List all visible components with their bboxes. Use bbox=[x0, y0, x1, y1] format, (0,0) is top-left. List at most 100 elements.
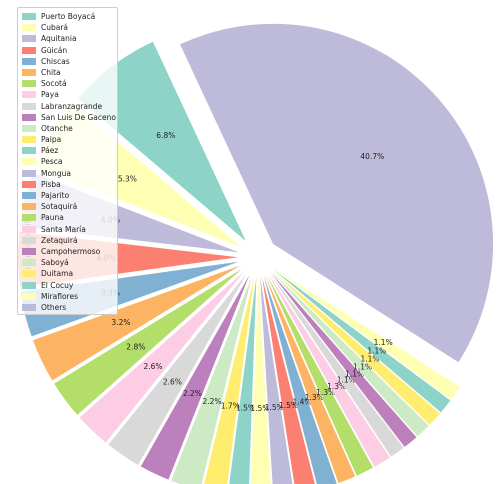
pie-slice-pisba bbox=[262, 276, 315, 484]
legend-label: Paya bbox=[41, 90, 59, 100]
legend-label: Pesca bbox=[41, 157, 63, 167]
legend-label: Paipa bbox=[41, 135, 62, 145]
legend-label: Socotá bbox=[41, 79, 67, 89]
slice-value-label: 1.1% bbox=[367, 347, 386, 356]
legend-item: Santa María bbox=[22, 224, 117, 235]
legend-item: Mongua bbox=[22, 168, 117, 179]
legend-label: Duitama bbox=[41, 269, 74, 279]
legend-swatch bbox=[22, 158, 36, 166]
legend-swatch bbox=[22, 13, 36, 20]
legend-swatch bbox=[22, 124, 36, 132]
slice-value-label: 1.4% bbox=[293, 397, 312, 406]
legend-swatch bbox=[22, 91, 36, 99]
legend-item: Pisba bbox=[22, 179, 117, 190]
pie-slice-pajarito bbox=[263, 276, 337, 484]
slice-value-label: 1.5% bbox=[250, 404, 269, 413]
slice-value-label: 1.3% bbox=[305, 393, 324, 402]
legend-swatch bbox=[22, 136, 36, 144]
legend-swatch bbox=[22, 259, 36, 267]
legend-item: Miraflores bbox=[22, 291, 117, 302]
legend-item: Campohermoso bbox=[22, 246, 117, 257]
slice-value-label: 1.1% bbox=[337, 376, 356, 385]
pie-slice-socot- bbox=[54, 268, 242, 415]
legend-label: Campohermoso bbox=[41, 246, 101, 256]
legend-swatch bbox=[22, 236, 36, 244]
slice-value-label: 1.1% bbox=[360, 355, 379, 364]
legend-label: Pisba bbox=[41, 179, 61, 189]
pie-slice-zetaquir- bbox=[269, 273, 404, 457]
pie-slice-mongua bbox=[260, 276, 293, 484]
legend-swatch bbox=[22, 24, 36, 32]
slice-value-label: 1.5% bbox=[265, 403, 284, 412]
pie-slice-pauna bbox=[266, 274, 373, 476]
legend-label: Páez bbox=[41, 146, 59, 156]
legend-item: Chita bbox=[22, 67, 117, 78]
legend-label: Aquitania bbox=[41, 34, 77, 44]
pie-slice-el-cocuy bbox=[273, 269, 451, 413]
slice-value-label: 40.7% bbox=[360, 152, 384, 161]
legend: Puerto Boyacá Cubará Aquitania Güicán Chisca… bbox=[17, 7, 118, 315]
legend-label: Pajarito bbox=[41, 191, 70, 200]
legend-swatch bbox=[22, 281, 36, 289]
slice-value-label: 2.2% bbox=[183, 389, 202, 398]
slice-value-label: 1.1% bbox=[374, 338, 393, 347]
pie-slice-duitama bbox=[272, 270, 440, 425]
legend-label: El Cocuy bbox=[41, 280, 74, 290]
pie-slice-san-luis-de-gaceno bbox=[140, 275, 250, 480]
pie-slice-campohermoso bbox=[270, 272, 417, 447]
legend-item: Paipa bbox=[22, 134, 117, 145]
legend-item: Socotá bbox=[22, 78, 117, 89]
pie-slice-chita bbox=[33, 265, 240, 381]
legend-label: San Luis De Gaceno bbox=[41, 112, 116, 122]
legend-item: Pajarito bbox=[22, 190, 117, 201]
legend-label: Güicán bbox=[41, 45, 68, 55]
pie-slice-puerto-boyac- bbox=[78, 41, 246, 242]
legend-swatch bbox=[22, 180, 36, 188]
legend-item: Cubará bbox=[22, 22, 117, 33]
pie-slice-miraflores bbox=[274, 268, 460, 400]
legend-label: Zetaquirá bbox=[41, 235, 78, 245]
legend-label: Puerto Boyacá bbox=[41, 12, 96, 21]
legend-item: Puerto Boyacá bbox=[22, 11, 117, 22]
slice-value-label: 2.6% bbox=[143, 362, 162, 371]
slice-value-label: 1.7% bbox=[221, 401, 240, 410]
pie-slice-santa-mar-a bbox=[268, 274, 390, 467]
legend-swatch bbox=[22, 102, 36, 110]
slice-value-label: 3.2% bbox=[111, 318, 130, 327]
legend-item: Paya bbox=[22, 89, 117, 100]
legend-swatch bbox=[22, 303, 36, 311]
pie-slice-p-ez bbox=[229, 276, 257, 484]
legend-swatch bbox=[22, 35, 36, 43]
legend-swatch bbox=[22, 203, 36, 211]
legend-swatch bbox=[22, 68, 36, 76]
pie-slice-chiscas bbox=[20, 261, 239, 337]
slice-value-label: 5.3% bbox=[118, 174, 137, 183]
legend-label: Saboyá bbox=[41, 258, 69, 268]
legend-item: San Luis De Gaceno bbox=[22, 112, 117, 123]
pie-slice-sotaquir- bbox=[265, 275, 356, 484]
slice-value-label: 2.2% bbox=[203, 397, 222, 406]
pie-slice-paya bbox=[79, 271, 245, 443]
legend-item: Páez bbox=[22, 145, 117, 156]
legend-swatch bbox=[22, 113, 36, 121]
legend-label: Labranzagrande bbox=[41, 101, 103, 111]
legend-swatch bbox=[22, 57, 36, 65]
legend-label: Pauna bbox=[41, 213, 64, 223]
pie-slice-otanche bbox=[171, 276, 252, 484]
legend-label: Otanche bbox=[41, 123, 73, 133]
legend-label: Sotaquirá bbox=[41, 202, 78, 212]
pie-slice-others bbox=[180, 23, 494, 363]
pie-slice-labranzagrande bbox=[108, 273, 247, 465]
legend-item: El Cocuy bbox=[22, 280, 117, 291]
pie-slice-pesca bbox=[250, 276, 271, 484]
slice-value-label: 1.1% bbox=[345, 369, 364, 378]
legend-label: Santa María bbox=[41, 224, 86, 234]
legend-swatch bbox=[22, 292, 36, 300]
slice-value-label: 1.3% bbox=[316, 388, 335, 397]
legend-swatch bbox=[22, 46, 36, 54]
slice-value-label: 2.8% bbox=[126, 342, 145, 351]
legend-swatch bbox=[22, 270, 36, 278]
legend-item: Pauna bbox=[22, 212, 117, 223]
legend-item: Pesca bbox=[22, 156, 117, 167]
legend-item: Others bbox=[22, 302, 117, 313]
